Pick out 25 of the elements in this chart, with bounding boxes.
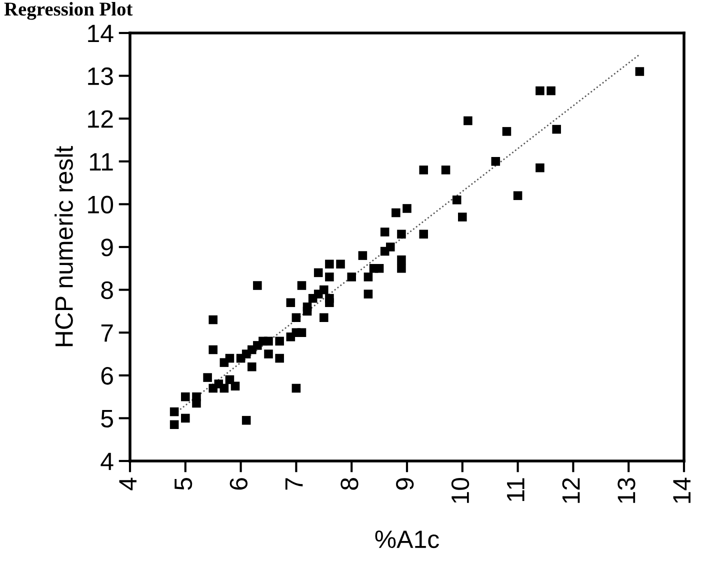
y-tick-label: 14 bbox=[88, 24, 114, 42]
x-tick-label: 14 bbox=[673, 478, 690, 503]
x-tick-label: 7 bbox=[285, 478, 303, 490]
y-tick-label: 13 bbox=[88, 67, 113, 86]
y-tick-label: 10 bbox=[88, 196, 114, 214]
y-tick-label: 7 bbox=[101, 324, 113, 342]
x-tick-label: 12 bbox=[562, 478, 580, 503]
y-tick-label: 8 bbox=[101, 281, 113, 300]
y-tick-label: 9 bbox=[101, 238, 113, 256]
chart-title: Regression Plot bbox=[4, 2, 133, 20]
x-tick-label: 4 bbox=[119, 478, 136, 490]
y-tick-label: 6 bbox=[101, 367, 113, 385]
x-axis-title: %A1c bbox=[375, 530, 439, 548]
x-tick-label: 13 bbox=[618, 478, 636, 503]
y-axis-title: HCP numeric reslt bbox=[54, 146, 73, 346]
x-tick-label: 11 bbox=[507, 478, 524, 502]
x-tick-label: 6 bbox=[230, 478, 248, 490]
y-tick-label: 12 bbox=[88, 110, 113, 128]
x-tick-label: 5 bbox=[174, 478, 192, 490]
y-tick-label: 5 bbox=[101, 410, 113, 428]
y-tick-label: 11 bbox=[90, 153, 113, 170]
y-tick-label: 4 bbox=[100, 452, 114, 470]
x-tick-label: 8 bbox=[340, 478, 358, 490]
x-tick-label: 10 bbox=[451, 478, 470, 503]
x-tick-label: 9 bbox=[396, 478, 414, 490]
